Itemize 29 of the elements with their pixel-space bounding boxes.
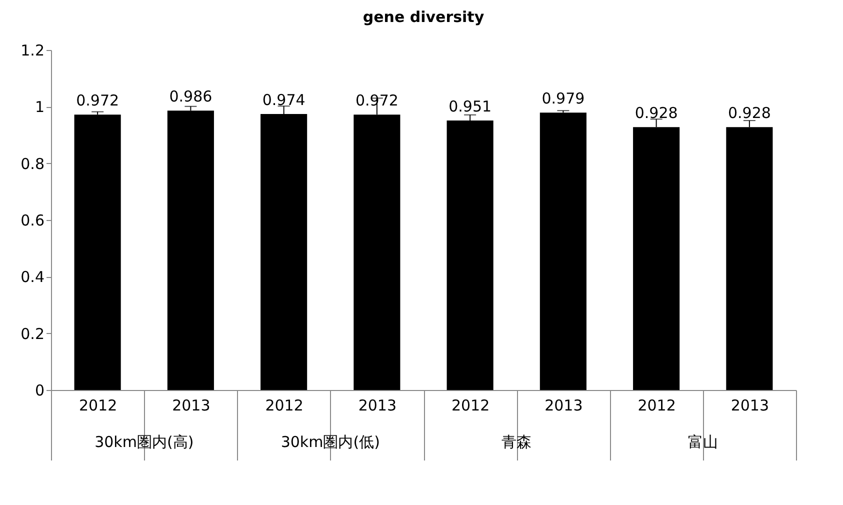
y-tick-label: 1.2	[20, 42, 44, 60]
data-label: 0.951	[448, 98, 492, 116]
y-tick-label: 0.4	[20, 268, 44, 286]
data-label: 0.972	[76, 92, 120, 110]
y-tick-label: 0.6	[20, 212, 44, 230]
data-label: 0.928	[634, 104, 678, 122]
x-tick-label: 2012	[78, 396, 118, 414]
data-label: 0.979	[542, 90, 585, 108]
x-tick-label: 2012	[451, 396, 490, 414]
text: 30km圏内(低)	[280, 433, 380, 451]
bar	[167, 110, 214, 390]
bar	[74, 114, 121, 390]
data-label: 0.986	[169, 88, 212, 106]
y-tick-label: 0.8	[20, 154, 44, 173]
data-label: 0.928	[728, 104, 771, 122]
text: 青森	[502, 433, 532, 451]
x-tick-label: 2012	[638, 396, 676, 414]
x-tick-label: 2012	[265, 396, 304, 414]
text: 30km圏内(高)	[94, 433, 194, 451]
y-tick-label: 0	[34, 382, 44, 400]
data-label: 0.974	[262, 91, 306, 110]
x-tick-label: 2013	[172, 396, 210, 414]
y-tick-label: 0.2	[20, 324, 44, 343]
y-tick-label: 1	[34, 98, 44, 116]
x-tick-label: 2013	[730, 396, 770, 414]
chart-title: gene diversity	[362, 8, 484, 26]
text: 富山	[688, 433, 718, 451]
x-tick-label: 2013	[358, 396, 397, 414]
x-tick-label: 2013	[544, 396, 583, 414]
